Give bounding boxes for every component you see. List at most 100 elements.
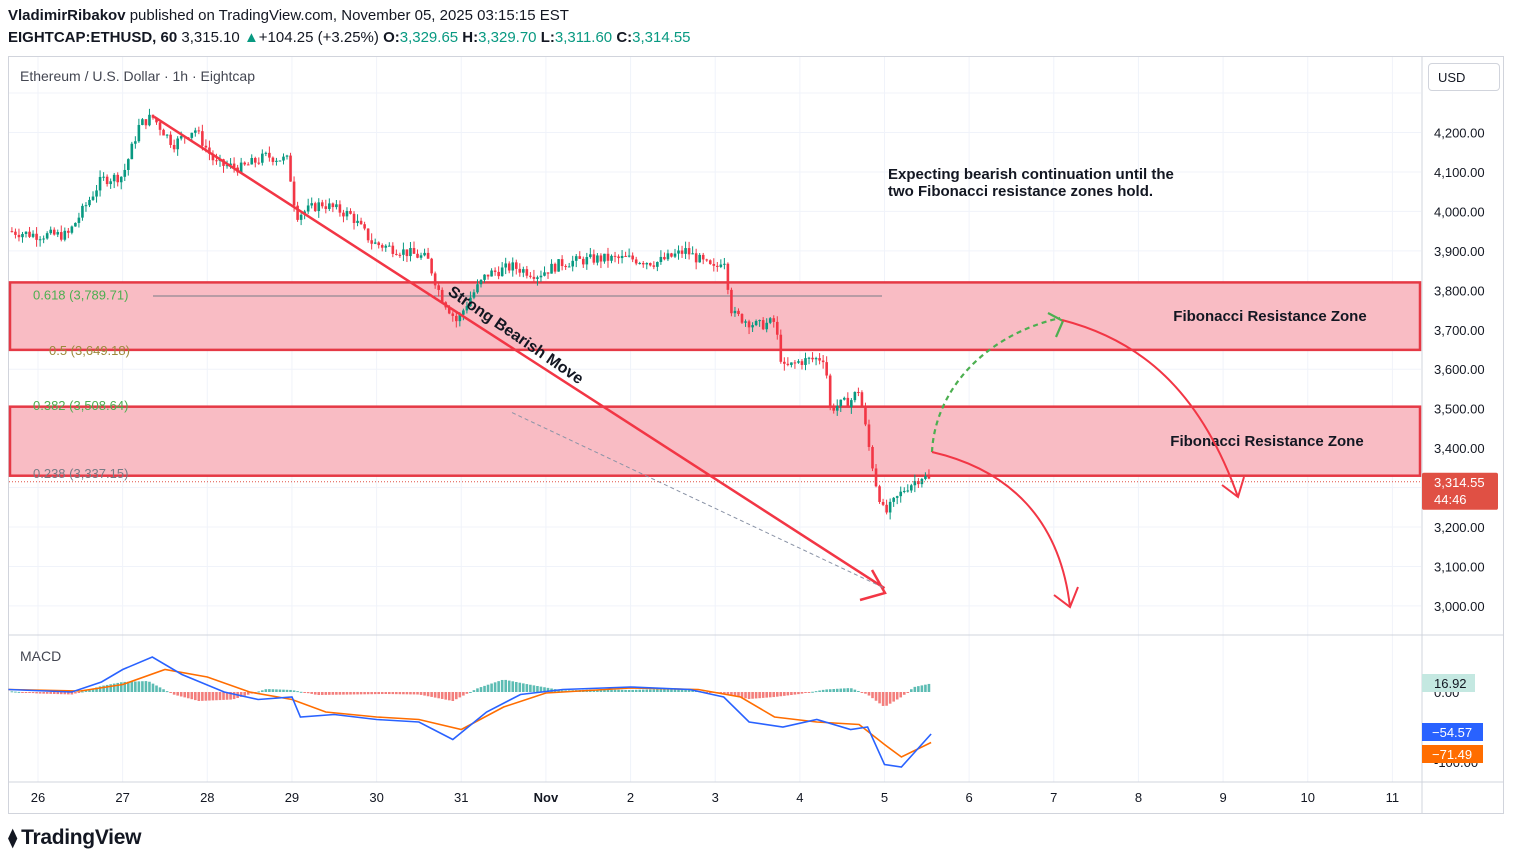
candle <box>271 157 275 162</box>
time-axis-label: 29 <box>285 790 299 805</box>
tradingview-logo[interactable]: ⧫ TradingView <box>8 826 141 850</box>
candle <box>839 399 843 407</box>
candle <box>144 119 148 126</box>
candle <box>158 122 162 130</box>
time-axis-label: 2 <box>627 790 634 805</box>
macd-histogram-bar <box>458 692 462 698</box>
candle <box>384 245 388 248</box>
histogram-value: 16.92 <box>1434 676 1467 691</box>
candle <box>211 153 215 161</box>
chart-frame[interactable] <box>8 56 1504 814</box>
macd-histogram-bar <box>885 692 888 706</box>
candle <box>387 245 391 247</box>
candle <box>867 424 871 447</box>
ohlc-line: EIGHTCAP:ETHUSD, 60 3,315.10 ▲+104.25 (+… <box>8 29 691 46</box>
macd-histogram-bar <box>673 689 677 692</box>
candle <box>419 255 423 258</box>
candle <box>804 358 807 365</box>
macd-histogram-bar <box>733 692 737 697</box>
open-value: 3,329.65 <box>399 29 459 46</box>
candle <box>649 263 652 266</box>
candle <box>818 358 821 361</box>
candle <box>338 204 342 213</box>
candle <box>105 176 109 185</box>
candle <box>483 274 486 280</box>
brand-name: TradingView <box>21 826 142 849</box>
candle <box>832 407 836 411</box>
candle <box>35 233 38 240</box>
candle <box>261 153 264 163</box>
candle <box>377 242 381 246</box>
change-value: +104.25 (+3.25%) <box>258 29 379 46</box>
close-value: 3,314.55 <box>632 29 691 46</box>
macd-histogram-bar <box>17 691 21 693</box>
author-name[interactable]: VladimirRibakov <box>8 7 126 24</box>
candle <box>296 205 299 220</box>
candle <box>363 224 366 229</box>
candle <box>324 206 328 209</box>
candle <box>592 254 596 263</box>
candle <box>610 255 613 261</box>
macd-histogram-bar <box>892 692 895 702</box>
candle <box>194 130 197 133</box>
macd-histogram-bar <box>821 689 825 692</box>
macd-histogram-bar <box>737 692 740 697</box>
macd-histogram-bar <box>881 692 885 706</box>
fib-level-label: 0.382 (3,508.64) <box>33 398 128 413</box>
candle <box>423 252 426 256</box>
macd-histogram-bar <box>465 692 469 694</box>
macd-histogram-bar <box>486 684 490 692</box>
projection-up-dashed <box>930 316 1061 453</box>
candle <box>137 124 141 142</box>
time-axis-label: 3 <box>712 790 719 805</box>
candle <box>917 480 920 485</box>
candle <box>497 271 500 277</box>
macd-histogram-bar <box>292 690 296 692</box>
macd-histogram-bar <box>303 692 306 693</box>
macd-histogram-bar <box>148 681 151 692</box>
candle <box>462 310 465 315</box>
macd-histogram-bar <box>493 682 497 692</box>
candle <box>246 164 250 166</box>
macd-histogram-bar <box>370 692 373 695</box>
macd-histogram-bar <box>476 688 479 692</box>
macd-histogram-bar <box>437 692 440 699</box>
macd-histogram-bar <box>130 681 134 692</box>
time-axis-label: 11 <box>1386 790 1400 805</box>
macd-histogram-bar <box>557 689 560 692</box>
candle <box>825 362 828 376</box>
candle <box>708 260 712 264</box>
symbol-label[interactable]: EIGHTCAP:ETHUSD, 60 <box>8 29 178 46</box>
candle <box>701 254 705 260</box>
candle <box>518 268 522 273</box>
macd-histogram-bar <box>479 687 483 692</box>
currency-button[interactable]: USD <box>1428 63 1500 91</box>
tv-logo-icon: ⧫ <box>8 828 18 849</box>
macd-histogram-bar <box>176 692 179 696</box>
candle <box>687 248 691 255</box>
macd-histogram-bar <box>14 691 17 693</box>
macd-histogram-bar <box>169 692 172 693</box>
candle <box>543 272 546 276</box>
candle <box>599 255 603 262</box>
macd-histogram-bar <box>204 692 208 701</box>
candle <box>190 132 194 138</box>
macd-histogram-bar <box>77 692 81 693</box>
candle <box>370 240 373 244</box>
macd-histogram-bar <box>116 682 120 692</box>
macd-histogram-bar <box>726 692 730 695</box>
candle <box>726 263 730 290</box>
candle <box>45 233 49 239</box>
candle <box>10 231 14 233</box>
macd-histogram-bar <box>98 686 102 692</box>
candle <box>606 253 610 261</box>
macd-histogram-bar <box>860 692 864 693</box>
macd-histogram-bar <box>10 691 14 693</box>
candle <box>398 254 402 256</box>
macd-histogram-bar <box>105 684 109 692</box>
candle <box>493 270 497 272</box>
candle <box>169 134 172 145</box>
macd-histogram-bar <box>613 689 617 692</box>
candle <box>500 267 504 277</box>
